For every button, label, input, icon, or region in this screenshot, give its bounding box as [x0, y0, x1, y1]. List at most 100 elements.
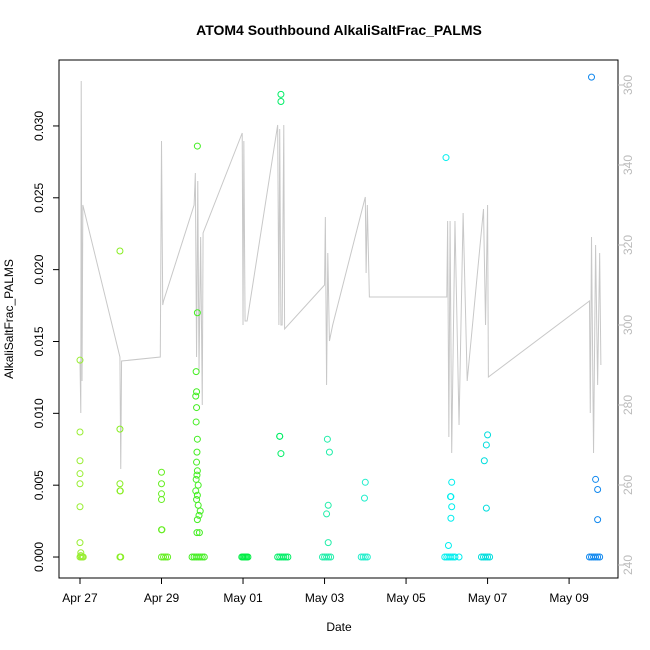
- point: [448, 503, 456, 511]
- point: [594, 553, 602, 561]
- point: [160, 553, 168, 561]
- point: [158, 526, 166, 534]
- x-tick-label: May 01: [223, 591, 263, 605]
- point: [116, 480, 124, 488]
- point: [323, 510, 331, 518]
- point: [193, 388, 201, 396]
- point: [76, 356, 84, 364]
- point: [194, 501, 202, 509]
- point: [484, 431, 492, 439]
- point: [116, 487, 124, 495]
- point: [323, 435, 331, 443]
- point: [195, 529, 203, 537]
- point: [192, 368, 200, 376]
- y2-tick-label: 360: [621, 75, 635, 95]
- point: [76, 457, 84, 465]
- x-tick-label: May 05: [386, 591, 426, 605]
- point: [193, 448, 201, 456]
- x-tick-label: May 09: [549, 591, 589, 605]
- point: [116, 425, 124, 433]
- point: [192, 392, 200, 400]
- point: [277, 450, 285, 458]
- y-tick-label: 0.015: [32, 326, 46, 356]
- point: [446, 493, 454, 501]
- y2-tick-label: 260: [621, 475, 635, 495]
- point: [200, 553, 208, 561]
- y2-tick-label: 300: [621, 315, 635, 335]
- point: [455, 553, 463, 561]
- point: [448, 478, 456, 486]
- y2-tick-label: 280: [621, 395, 635, 415]
- chart-title: ATOM4 Southbound AlkaliSaltFrac_PALMS: [196, 22, 482, 38]
- point: [363, 553, 371, 561]
- point: [282, 553, 290, 561]
- point: [76, 503, 84, 511]
- point: [444, 542, 452, 550]
- point: [76, 470, 84, 478]
- point: [482, 504, 490, 512]
- point: [323, 553, 331, 561]
- point: [192, 418, 200, 426]
- point: [193, 309, 201, 317]
- y-tick-label: 0.020: [32, 254, 46, 284]
- y-tick-label: 0.010: [32, 398, 46, 428]
- y-tick-label: 0.000: [32, 542, 46, 572]
- y2-tick-label: 240: [621, 555, 635, 575]
- point: [592, 475, 600, 483]
- point: [79, 553, 87, 561]
- point: [193, 142, 201, 150]
- point: [277, 98, 285, 106]
- point: [280, 553, 288, 561]
- point: [325, 553, 333, 561]
- point: [193, 435, 201, 443]
- point: [284, 553, 292, 561]
- point: [193, 471, 201, 479]
- point: [482, 553, 490, 561]
- point: [158, 490, 166, 498]
- point: [361, 553, 369, 561]
- plot-frame: [58, 59, 619, 579]
- point: [442, 154, 450, 162]
- point: [198, 553, 206, 561]
- x-axis-title: Date: [326, 620, 352, 634]
- point: [194, 481, 202, 489]
- point: [588, 73, 596, 81]
- point: [117, 553, 125, 561]
- point: [76, 480, 84, 488]
- point: [158, 468, 166, 476]
- point: [325, 448, 333, 456]
- point: [360, 494, 368, 502]
- point: [76, 428, 84, 436]
- point: [359, 553, 367, 561]
- point: [594, 485, 602, 493]
- point: [195, 511, 203, 519]
- x-tick-label: Apr 27: [62, 591, 98, 605]
- y-tick-label: 0.025: [32, 182, 46, 212]
- point: [193, 516, 201, 524]
- point: [447, 514, 455, 522]
- point: [277, 90, 285, 98]
- point: [193, 496, 201, 504]
- point: [594, 516, 602, 524]
- point: [162, 553, 170, 561]
- point: [116, 247, 124, 255]
- point: [482, 441, 490, 449]
- point: [324, 501, 332, 509]
- y-axis-title: AlkaliSaltFrac_PALMS: [2, 259, 16, 379]
- point: [244, 553, 252, 561]
- point: [193, 467, 201, 475]
- point: [451, 553, 459, 561]
- point: [164, 553, 172, 561]
- x-tick-label: Apr 29: [144, 591, 180, 605]
- point: [196, 553, 204, 561]
- point: [196, 507, 204, 515]
- y-tick-label: 0.005: [32, 470, 46, 500]
- line: [79, 80, 602, 470]
- point: [193, 491, 201, 499]
- point: [596, 553, 604, 561]
- y2-tick-label: 340: [621, 155, 635, 175]
- point: [592, 553, 600, 561]
- point: [447, 553, 455, 561]
- point: [486, 553, 494, 561]
- point: [324, 539, 332, 547]
